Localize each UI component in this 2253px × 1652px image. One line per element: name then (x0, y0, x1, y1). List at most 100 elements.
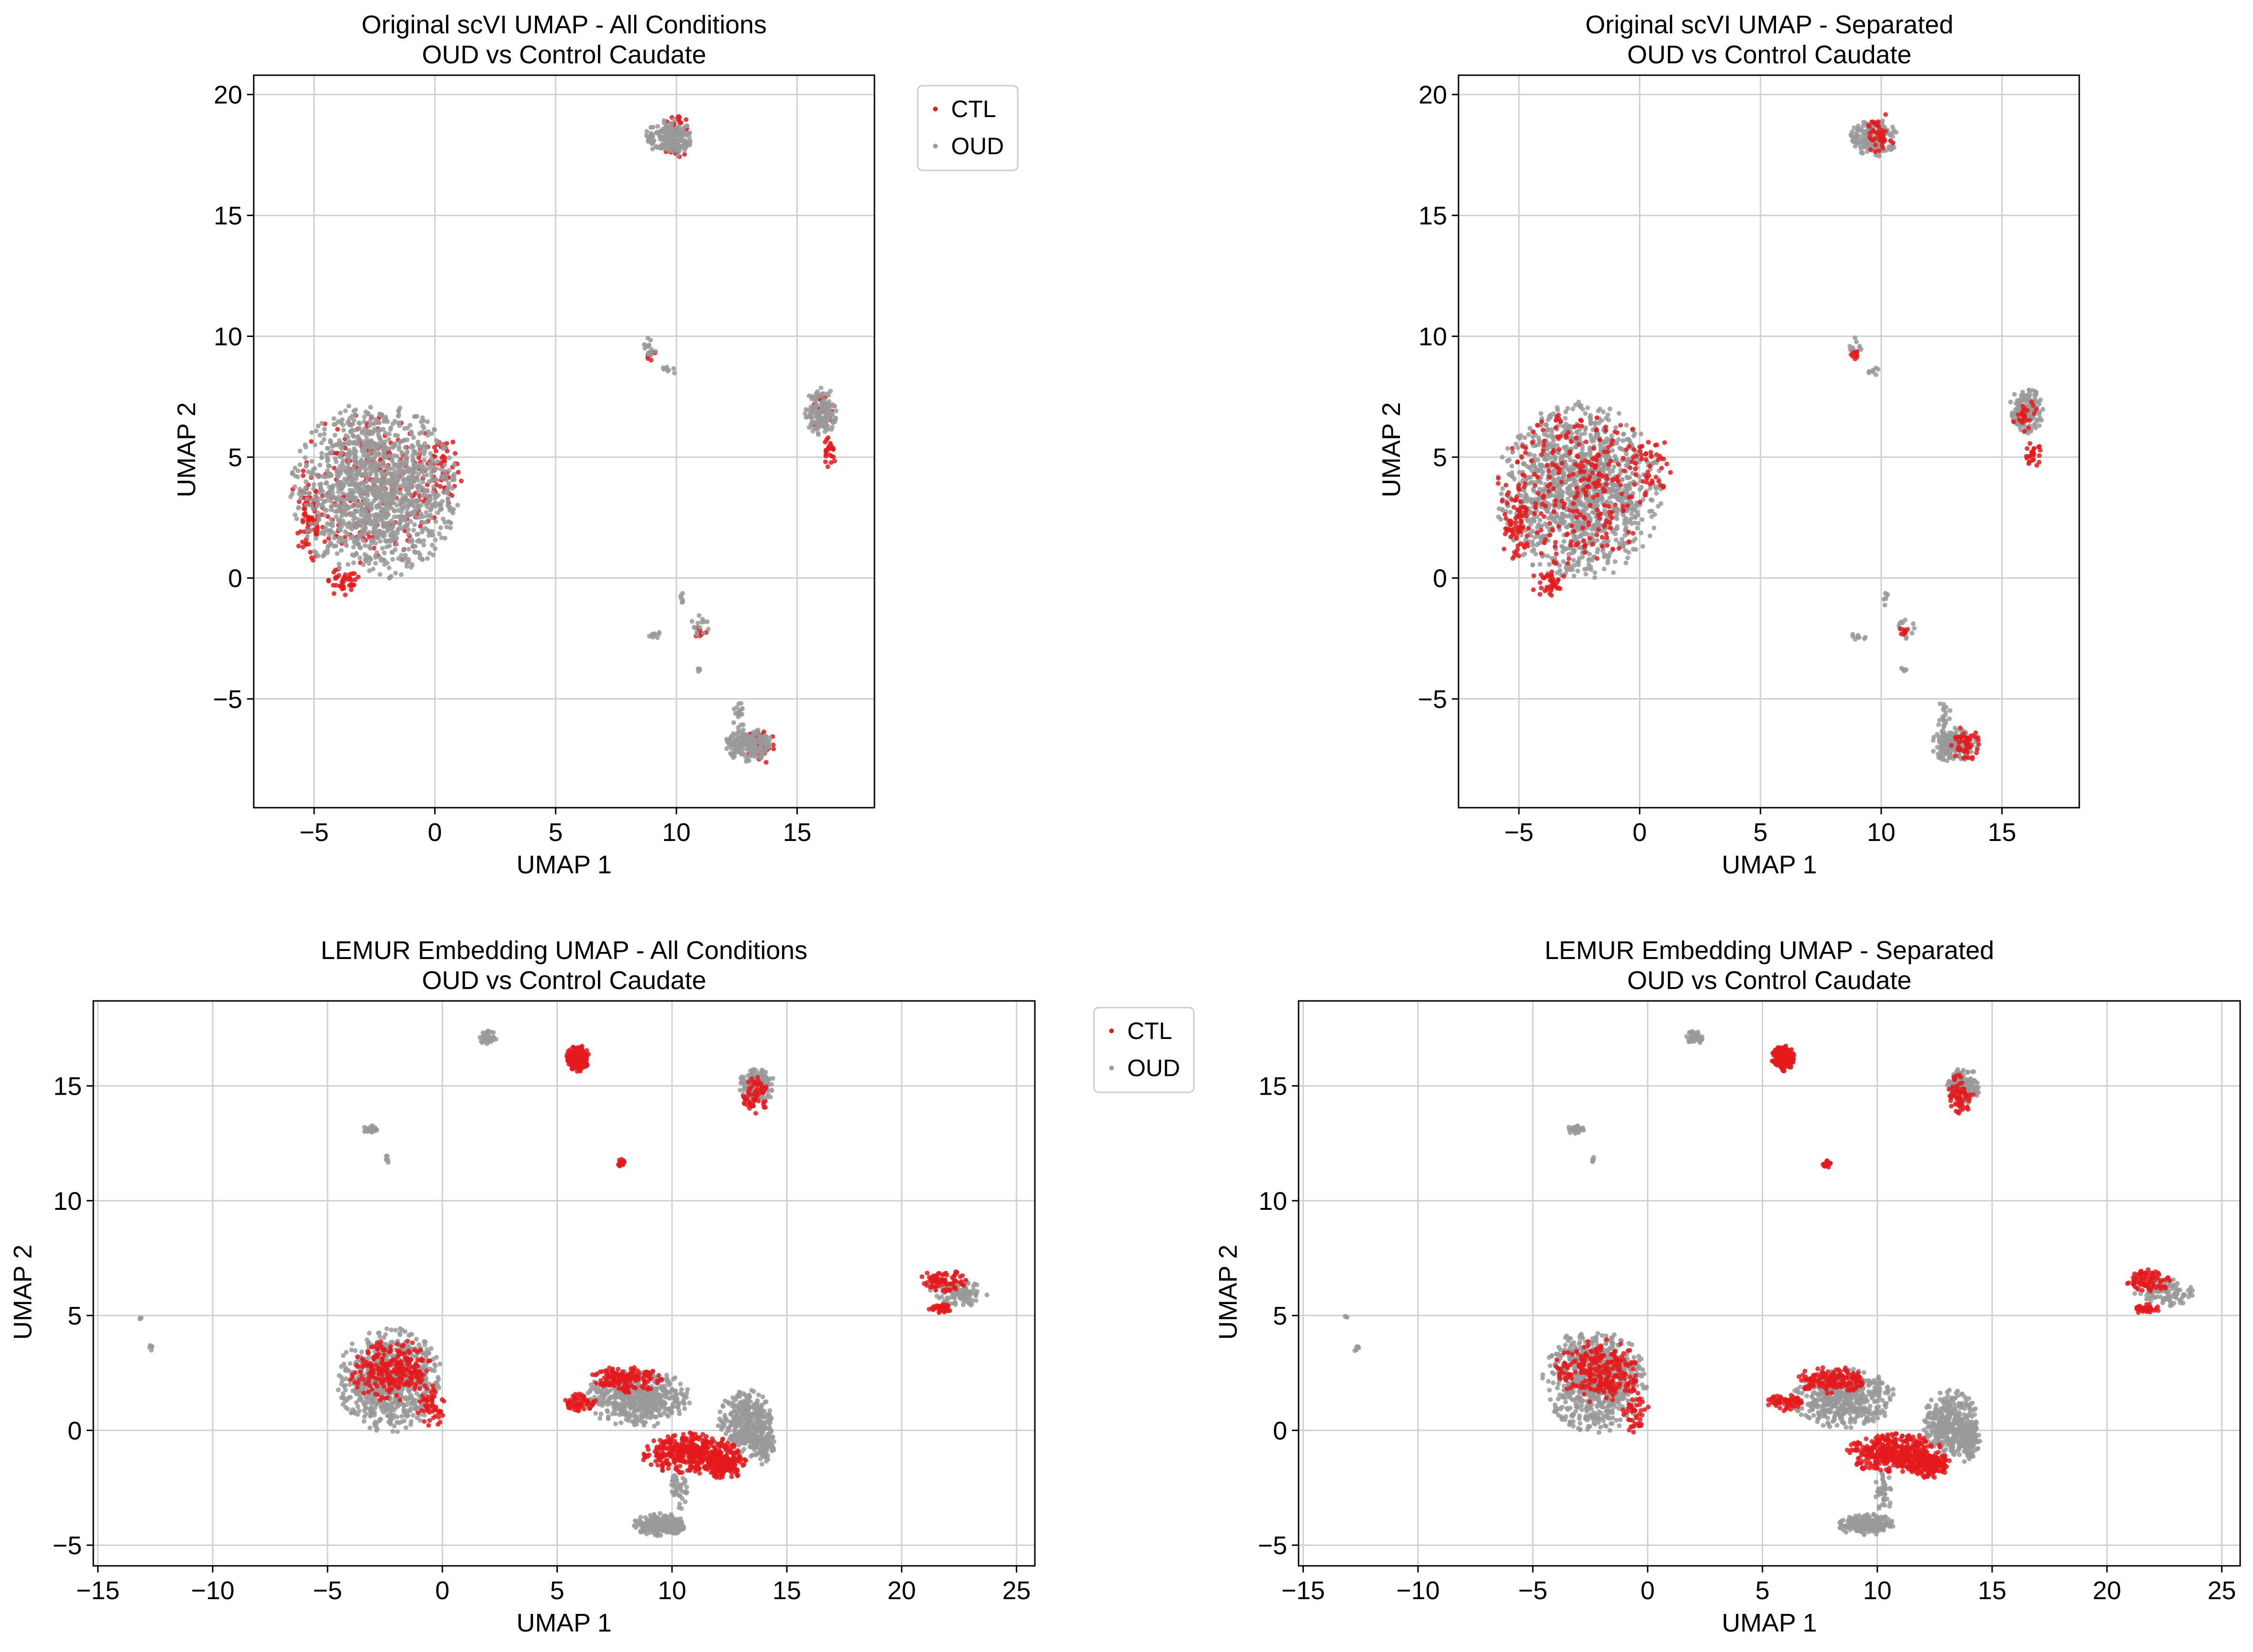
point-ctl (1549, 593, 1554, 598)
point-oud (447, 468, 452, 473)
point-oud (377, 461, 383, 466)
point-ctl (1874, 121, 1879, 127)
point-ctl (1633, 461, 1638, 466)
point-oud (442, 469, 447, 474)
point-oud (387, 520, 392, 525)
point-oud (741, 732, 746, 737)
point-oud (1593, 420, 1598, 425)
point-oud (1599, 461, 1604, 466)
point-oud (364, 454, 369, 459)
point-ctl (314, 489, 319, 495)
point-ctl (1551, 509, 1557, 514)
point-ctl (1573, 462, 1578, 467)
point-oud (382, 533, 387, 538)
point-oud (347, 505, 352, 510)
point-oud (1559, 494, 1564, 499)
point-ctl (450, 439, 456, 445)
point-oud (366, 411, 371, 416)
point-oud (370, 483, 376, 488)
point-oud (1499, 491, 1504, 496)
point-oud (374, 491, 379, 496)
point-ctl (1543, 537, 1548, 542)
point-oud (303, 479, 308, 485)
point-ctl (1613, 502, 1618, 507)
point-oud (1547, 562, 1552, 567)
point-ctl (1648, 454, 1654, 459)
point-oud (420, 415, 425, 420)
x-tick-label: 0 (428, 818, 442, 847)
point-ctl (825, 435, 831, 440)
point-ctl (2025, 446, 2030, 451)
point-oud (680, 127, 685, 132)
point-oud (1569, 551, 1575, 556)
point-oud (429, 456, 434, 461)
point-ctl (1514, 495, 1519, 500)
point-oud (1945, 752, 1950, 757)
point-oud (425, 556, 430, 561)
point-oud (1604, 457, 1609, 463)
point-ctl (1559, 499, 1565, 504)
point-ctl (2029, 399, 2034, 405)
point-ctl (1624, 447, 1629, 452)
point-oud (422, 465, 427, 470)
point-ctl (1553, 503, 1558, 508)
point-oud (447, 455, 452, 460)
point-ctl (1577, 442, 1582, 447)
point-oud (361, 443, 367, 448)
point-ctl (1630, 427, 1635, 432)
point-ctl (1627, 495, 1632, 500)
point-oud (399, 509, 404, 514)
point-oud (762, 733, 767, 738)
point-oud (1856, 123, 1861, 129)
point-oud (389, 489, 395, 494)
point-ctl (1564, 433, 1569, 438)
point-oud (452, 462, 457, 467)
point-ctl (1496, 481, 1501, 486)
point-oud (423, 526, 428, 531)
point-oud (346, 457, 351, 462)
point-oud (728, 751, 733, 756)
point-oud (404, 514, 409, 519)
point-oud (444, 477, 449, 483)
point-oud (424, 510, 429, 515)
point-oud (313, 536, 318, 541)
point-oud (735, 732, 740, 738)
point-oud (1931, 749, 1936, 754)
point-oud (645, 350, 651, 356)
point-oud (346, 461, 351, 466)
point-oud (406, 532, 411, 537)
point-oud (329, 507, 334, 513)
point-oud (449, 477, 455, 483)
point-oud (406, 469, 411, 475)
point-oud (749, 739, 754, 744)
point-oud (1573, 478, 1578, 484)
point-oud (304, 462, 309, 467)
point-oud (381, 453, 386, 457)
point-oud (676, 138, 682, 144)
point-oud (327, 464, 332, 469)
point-oud (1508, 510, 1513, 514)
point-oud (404, 459, 409, 464)
point-oud (361, 464, 367, 469)
point-oud (307, 491, 312, 496)
point-oud (362, 414, 367, 419)
point-oud (416, 442, 421, 447)
point-oud (1602, 511, 1608, 516)
point-ctl (1547, 475, 1552, 480)
point-oud (374, 475, 379, 480)
point-oud (429, 474, 435, 479)
point-oud (373, 555, 378, 560)
point-oud (334, 514, 339, 519)
point-oud (341, 458, 346, 463)
point-oud (664, 365, 669, 370)
point-ctl (1574, 485, 1579, 491)
point-ctl (1648, 464, 1653, 469)
point-oud (342, 481, 347, 485)
point-ctl (2011, 419, 2016, 425)
point-ctl (438, 484, 443, 489)
point-oud (1569, 483, 1575, 488)
point-oud (1937, 718, 1942, 723)
point-oud (336, 539, 341, 544)
point-oud (1640, 544, 1645, 549)
point-ctl (1590, 542, 1596, 547)
